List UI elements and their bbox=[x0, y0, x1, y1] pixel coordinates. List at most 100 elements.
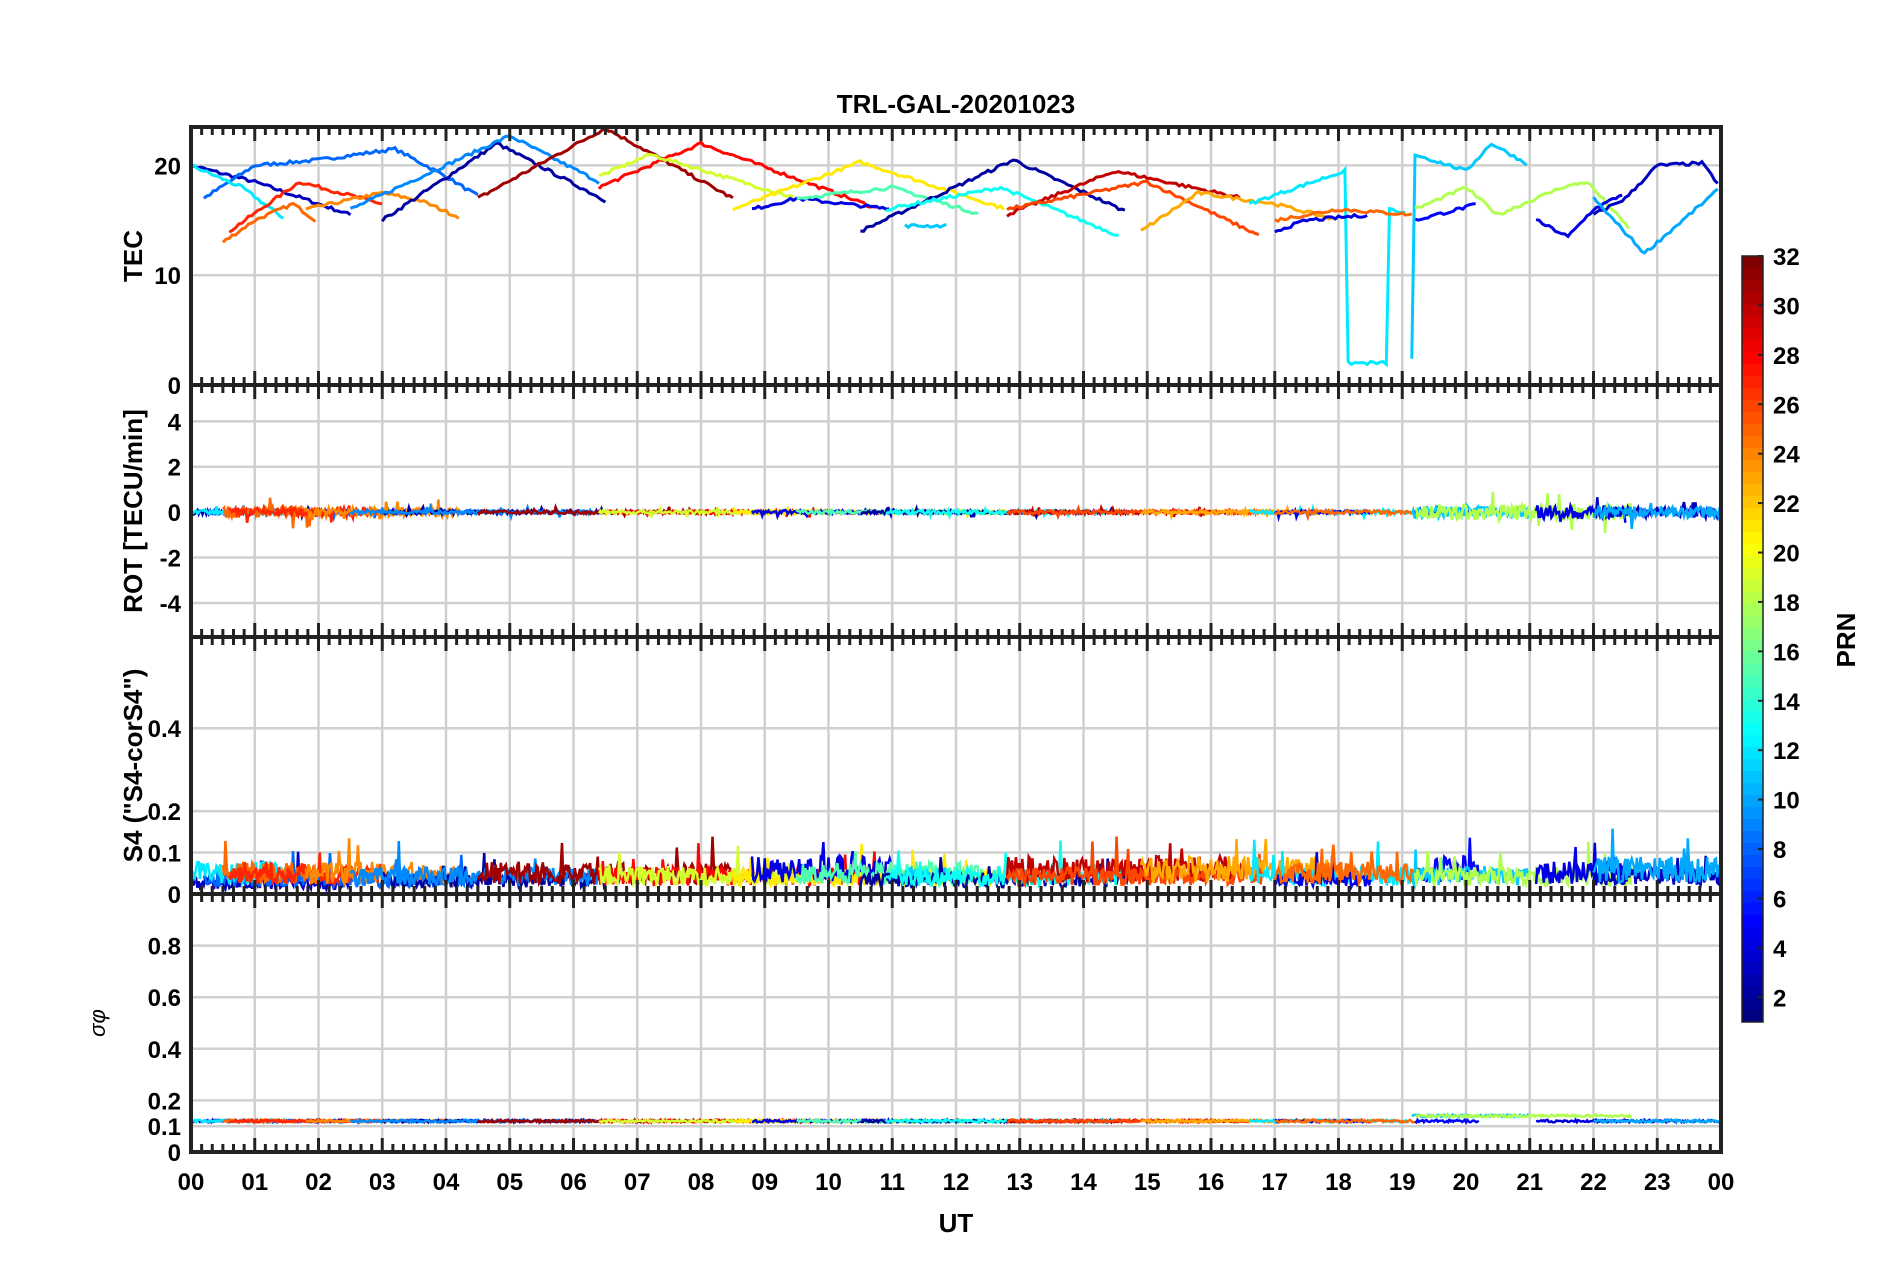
colorbar-tick-label: 8 bbox=[1773, 837, 1786, 864]
colorbar-swatch bbox=[1742, 686, 1763, 700]
y-tick-label: 0 bbox=[168, 373, 181, 400]
colorbar-swatch bbox=[1742, 878, 1763, 891]
series-line-prn-5 bbox=[1414, 1117, 1480, 1125]
x-tick-label: 11 bbox=[880, 1169, 905, 1196]
series-line-prn-28 bbox=[597, 140, 877, 209]
series-line-prn-10 bbox=[1593, 1117, 1721, 1126]
y-axis-label-tec: TEC bbox=[118, 230, 148, 282]
series-line-prn-4 bbox=[1535, 193, 1623, 239]
series-line-prn-11 bbox=[904, 223, 947, 230]
series-line-prn-25 bbox=[1274, 208, 1413, 224]
x-tick-label: 03 bbox=[369, 1169, 396, 1196]
colorbar-swatch bbox=[1742, 938, 1763, 951]
colorbar-tick-label: 20 bbox=[1773, 541, 1800, 568]
colorbar-swatch bbox=[1742, 339, 1763, 353]
colorbar-tick-label: 28 bbox=[1773, 343, 1800, 370]
y-tick-label: 0 bbox=[168, 500, 181, 527]
y-axis-label-sigma: σφ bbox=[85, 1009, 110, 1037]
colorbar-swatch bbox=[1742, 962, 1763, 975]
x-tick-label: 09 bbox=[751, 1169, 778, 1196]
colorbar-swatch bbox=[1742, 986, 1763, 999]
y-tick-label: 10 bbox=[154, 263, 181, 290]
y-tick-label: 0 bbox=[168, 1140, 181, 1167]
colorbar-swatch bbox=[1742, 842, 1763, 855]
colorbar-swatch bbox=[1742, 507, 1763, 520]
x-tick-label: 00 bbox=[178, 1169, 205, 1196]
colorbar-swatch bbox=[1742, 1010, 1763, 1023]
colorbar-tick-label: 12 bbox=[1773, 738, 1800, 765]
colorbar-swatch bbox=[1742, 519, 1763, 532]
y-tick-label: 0 bbox=[168, 882, 181, 909]
colorbar-swatch bbox=[1742, 495, 1763, 508]
y-tick-label: 0.2 bbox=[148, 1088, 181, 1115]
x-tick-label: 12 bbox=[943, 1169, 970, 1196]
x-tick-label: 01 bbox=[241, 1169, 268, 1196]
series-line-prn-24 bbox=[304, 499, 460, 521]
colorbar-swatch bbox=[1742, 303, 1763, 317]
panel-s4: 0 0.1 0.2 0.4S4 ("S4-corS4") bbox=[118, 635, 1723, 909]
colorbar-tick-label: 4 bbox=[1773, 936, 1787, 963]
colorbar-swatch bbox=[1742, 531, 1763, 544]
colorbar-swatch bbox=[1742, 279, 1763, 293]
series-line-prn-12 bbox=[1248, 165, 1406, 368]
colorbar-swatch bbox=[1742, 603, 1763, 616]
x-tick-label: 16 bbox=[1198, 1169, 1225, 1196]
x-tick-label: 00 bbox=[1708, 1169, 1735, 1196]
series-line-prn-26 bbox=[1006, 504, 1263, 521]
colorbar-swatch bbox=[1742, 734, 1763, 748]
x-tick-label: 18 bbox=[1325, 1169, 1352, 1196]
y-tick-label: 4 bbox=[168, 409, 182, 436]
colorbar-tick-label: 30 bbox=[1773, 293, 1800, 320]
colorbar-swatch bbox=[1742, 746, 1763, 760]
series-line-prn-15 bbox=[796, 184, 979, 215]
series-group bbox=[191, 491, 1721, 534]
colorbar-swatch bbox=[1742, 627, 1763, 640]
x-tick-label: 10 bbox=[815, 1169, 842, 1196]
colorbar-swatch bbox=[1742, 854, 1763, 867]
y-tick-label: 0.6 bbox=[148, 985, 181, 1012]
y-tick-label: 20 bbox=[154, 153, 181, 180]
series-line-prn-10 bbox=[1592, 502, 1721, 530]
series-line-prn-2 bbox=[381, 141, 607, 223]
x-ticks bbox=[189, 637, 1723, 894]
colorbar-swatch bbox=[1742, 387, 1763, 401]
x-tick-label: 21 bbox=[1516, 1169, 1543, 1196]
y-tick-label: -4 bbox=[160, 591, 182, 618]
x-tick-label: 23 bbox=[1644, 1169, 1671, 1196]
y-tick-label: 0.1 bbox=[148, 1114, 181, 1141]
series-line-prn-9 bbox=[349, 1117, 600, 1125]
x-tick-label: 13 bbox=[1006, 1169, 1033, 1196]
series-line-prn-11 bbox=[1410, 142, 1528, 359]
y-tick-label: 0.1 bbox=[148, 841, 181, 868]
x-ticks bbox=[189, 894, 1723, 1152]
x-tick-label: 17 bbox=[1261, 1169, 1288, 1196]
series-line-prn-26 bbox=[1006, 179, 1260, 237]
x-ticks bbox=[189, 385, 1723, 637]
colorbar-swatch bbox=[1742, 471, 1763, 484]
colorbar-swatch bbox=[1742, 435, 1763, 448]
colorbar-swatch bbox=[1742, 447, 1763, 460]
x-tick-label: 08 bbox=[688, 1169, 715, 1196]
colorbar-swatch bbox=[1742, 890, 1763, 903]
colorbar-swatch bbox=[1742, 483, 1763, 496]
series-line-prn-25 bbox=[1273, 506, 1415, 521]
colorbar-swatch bbox=[1742, 974, 1763, 987]
chart-title: TRL-GAL-20201023 bbox=[837, 89, 1075, 119]
x-ticks bbox=[189, 127, 1723, 385]
x-tick-label: 06 bbox=[560, 1169, 587, 1196]
x-tick-label: 14 bbox=[1070, 1169, 1097, 1196]
colorbar-swatch bbox=[1742, 399, 1763, 413]
colorbar-swatch bbox=[1742, 375, 1763, 389]
series-group bbox=[191, 1112, 1721, 1126]
series-line-prn-4 bbox=[1274, 212, 1368, 234]
series-line-prn-30 bbox=[1006, 170, 1241, 218]
colorbar-swatch bbox=[1742, 615, 1763, 628]
colorbar-swatch bbox=[1742, 698, 1763, 712]
colorbar-swatch bbox=[1742, 818, 1763, 831]
colorbar-tick-label: 6 bbox=[1773, 886, 1786, 913]
series-line-prn-9 bbox=[349, 134, 600, 210]
y-tick-label: -2 bbox=[160, 546, 181, 573]
colorbar-swatch bbox=[1742, 830, 1763, 843]
